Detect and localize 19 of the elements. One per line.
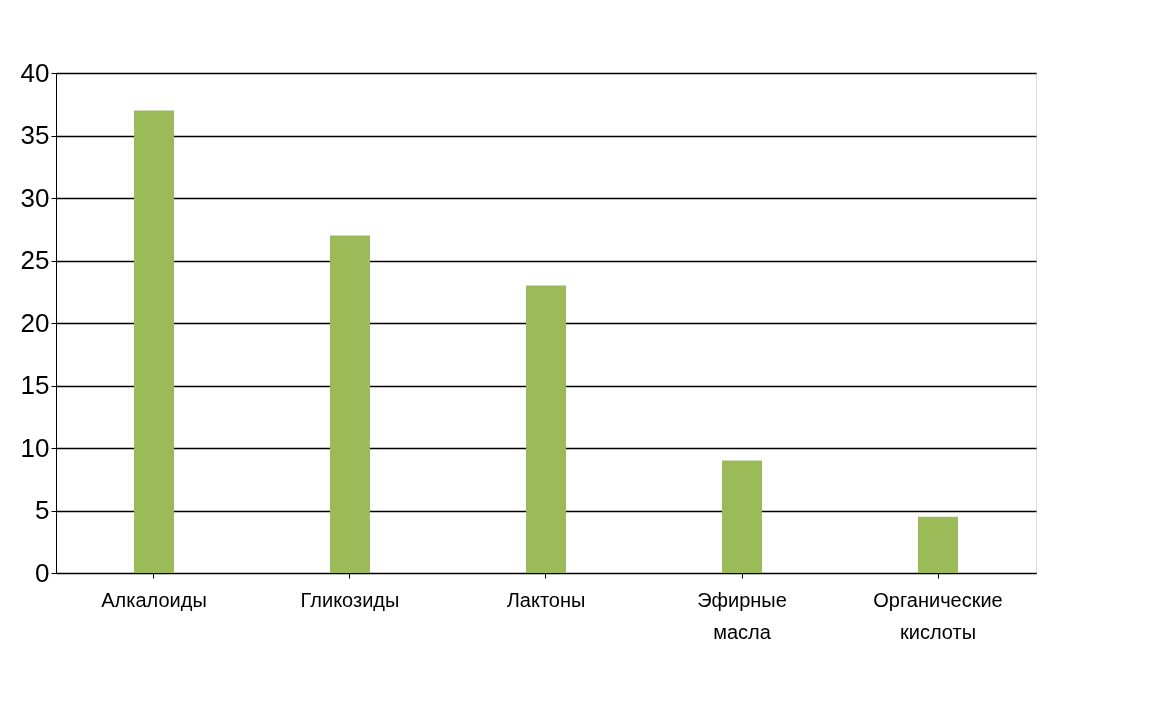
bar xyxy=(134,110,174,573)
y-tick-label: 15 xyxy=(20,370,50,400)
x-tick-label: Эфирные масла xyxy=(697,588,787,643)
bar xyxy=(722,460,762,573)
x-tick-label: Алкалоиды xyxy=(101,588,207,611)
bar xyxy=(330,235,370,573)
y-tick-label: 5 xyxy=(35,495,50,525)
bar xyxy=(918,516,958,573)
y-tick-label: 40 xyxy=(20,57,50,88)
y-tick-label: 10 xyxy=(20,432,50,463)
y-tick-label: 20 xyxy=(20,307,50,338)
y-tick-label: 30 xyxy=(20,182,50,213)
y-tick-label: 0 xyxy=(35,557,50,588)
y-tick-label: 25 xyxy=(20,245,50,275)
x-tick-label: Гликозиды xyxy=(300,588,400,611)
x-tick-label: Лактоны xyxy=(506,588,586,611)
bar xyxy=(526,285,566,573)
x-tick-label: Органические кислоты xyxy=(873,588,1003,643)
y-tick-label: 35 xyxy=(20,120,50,150)
